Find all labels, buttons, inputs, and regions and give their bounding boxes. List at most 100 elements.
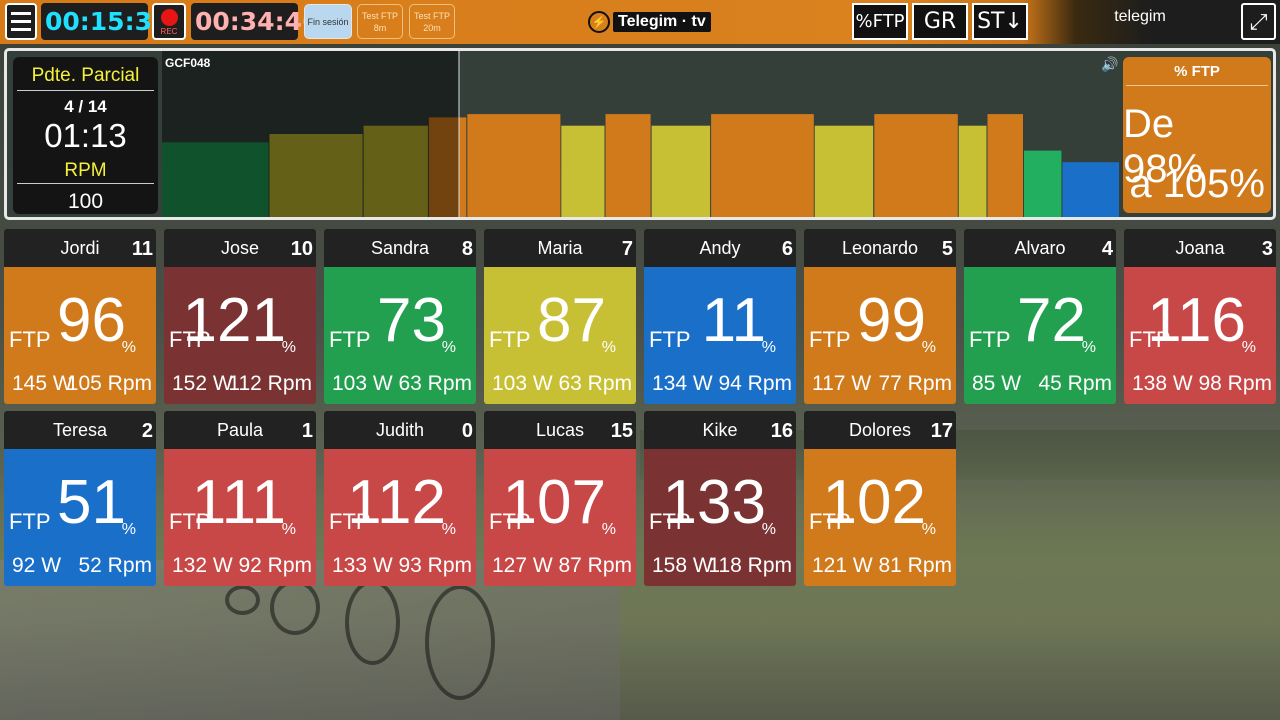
rider-body: FTP 112% 133 W 93 Rpm	[324, 449, 476, 586]
test-ftp-20m-button[interactable]: Test FTP 20m	[409, 4, 455, 39]
rider-tile[interactable]: Judith 0 FTP 112% 133 W 93 Rpm	[324, 411, 476, 586]
workout-segment-bar	[987, 114, 1023, 217]
rider-name: Joana	[1175, 238, 1225, 258]
end-session-button[interactable]: Fin sesión	[304, 4, 352, 39]
rider-rpm: 45 Rpm	[1038, 372, 1112, 395]
test-ftp-20m-line1: Test FTP	[413, 10, 450, 21]
test-ftp-8m-button[interactable]: Test FTP 8m	[357, 4, 403, 39]
rider-rpm: 98 Rpm	[1198, 372, 1272, 395]
toggle-st-button[interactable]: ST↓	[972, 3, 1028, 40]
toggle-ftp-button[interactable]: %FTP	[852, 3, 908, 40]
interval-metric-label: RPM	[64, 160, 107, 181]
workout-segment-bar	[651, 125, 711, 217]
top-bar: 00:15:33 REC 00:34:46 Fin sesión Test FT…	[0, 0, 1280, 44]
hamburger-menu-icon[interactable]	[5, 3, 37, 40]
rider-tile[interactable]: Andy 6 FTP 11% 134 W 94 Rpm	[644, 229, 796, 404]
rider-percent-symbol: %	[1241, 339, 1256, 356]
rider-header: Jose 10	[164, 229, 316, 267]
toggle-gr-button[interactable]: GR	[912, 3, 968, 40]
rider-ftp-label: FTP	[649, 509, 691, 534]
rider-header: Andy 6	[644, 229, 796, 267]
rider-percent-symbol: %	[1081, 339, 1096, 356]
rider-rpm: 52 Rpm	[78, 554, 152, 577]
rider-ftp-percent: 11	[701, 286, 766, 355]
rider-ftp-label: FTP	[329, 509, 371, 534]
workout-segment-bar	[1024, 150, 1062, 217]
rider-rpm: 93 Rpm	[398, 554, 472, 577]
divider	[1126, 85, 1268, 86]
rider-body: FTP 99% 117 W 77 Rpm	[804, 267, 956, 404]
rider-body: FTP 51% 92 W 52 Rpm	[4, 449, 156, 586]
workout-panel: Pdte. Parcial 4 / 14 01:13 RPM 100 GCF04…	[4, 48, 1276, 220]
rider-percent-symbol: %	[121, 521, 136, 538]
rider-ftp-label: FTP	[169, 327, 211, 352]
rider-tile[interactable]: Maria 7 FTP 87% 103 W 63 Rpm	[484, 229, 636, 404]
record-button[interactable]: REC	[152, 3, 186, 40]
rider-percent-symbol: %	[601, 521, 616, 538]
rider-tile[interactable]: Jordi 11 FTP 96% 145 W 105 Rpm	[4, 229, 156, 404]
rider-ftp-percent: 73	[377, 286, 446, 355]
remaining-time: 00:34:46	[191, 3, 319, 40]
rider-ftp-label: FTP	[489, 327, 531, 352]
rider-ftp-percent: 133	[662, 468, 766, 537]
workout-segment-bar	[814, 125, 874, 217]
rider-tile[interactable]: Lucas 15 FTP 107% 127 W 87 Rpm	[484, 411, 636, 586]
sound-icon[interactable]: 🔊	[1101, 56, 1119, 72]
workout-profile-chart[interactable]	[162, 51, 1120, 217]
rider-ftp-label: FTP	[649, 327, 691, 352]
test-ftp-8m-line2: 8m	[373, 22, 387, 33]
rider-tile[interactable]: Teresa 2 FTP 51% 92 W 52 Rpm	[4, 411, 156, 586]
rider-tile[interactable]: Kike 16 FTP 133% 158 W 118 Rpm	[644, 411, 796, 586]
logo-text: Telegim · tv	[613, 12, 711, 32]
workout-segment-bar	[958, 125, 987, 217]
background-bike-wheel	[225, 585, 260, 615]
rider-tile[interactable]: Leonardo 5 FTP 99% 117 W 77 Rpm	[804, 229, 956, 404]
logo-bolt-icon: ⚡	[588, 11, 610, 33]
divider	[17, 183, 154, 184]
rider-ftp-label: FTP	[809, 327, 851, 352]
rider-tile[interactable]: Dolores 17 FTP 102% 121 W 81 Rpm	[804, 411, 956, 586]
rider-percent-symbol: %	[441, 339, 456, 356]
rider-rpm: 63 Rpm	[558, 372, 632, 395]
rider-ftp-label: FTP	[9, 509, 51, 534]
workout-segment-bar	[874, 114, 958, 217]
rider-ftp-label: FTP	[969, 327, 1011, 352]
rider-number: 0	[461, 420, 473, 442]
telegim-logo: ⚡ Telegim · tv	[588, 10, 711, 34]
rider-number: 17	[930, 420, 953, 442]
rider-name: Maria	[537, 238, 583, 258]
rider-tile[interactable]: Paula 1 FTP 111% 132 W 92 Rpm	[164, 411, 316, 586]
workout-segment-bar	[363, 125, 428, 217]
rider-number: 10	[290, 238, 313, 260]
rider-body: FTP 72% 85 W 45 Rpm	[964, 267, 1116, 404]
rider-number: 7	[621, 238, 633, 260]
rider-tile[interactable]: Alvaro 4 FTP 72% 85 W 45 Rpm	[964, 229, 1116, 404]
rider-body: FTP 116% 138 W 98 Rpm	[1124, 267, 1276, 404]
rider-body: FTP 102% 121 W 81 Rpm	[804, 449, 956, 586]
fullscreen-icon[interactable]: ⤢	[1241, 3, 1276, 40]
rider-name: Judith	[375, 420, 425, 440]
rider-name: Jordi	[60, 238, 100, 258]
rider-body: FTP 133% 158 W 118 Rpm	[644, 449, 796, 586]
rider-header: Paula 1	[164, 411, 316, 449]
rider-tile[interactable]: Sandra 8 FTP 73% 103 W 63 Rpm	[324, 229, 476, 404]
workout-segment-bar	[561, 125, 605, 217]
rider-tile[interactable]: Joana 3 FTP 116% 138 W 98 Rpm	[1124, 229, 1276, 404]
rider-body: FTP 96% 145 W 105 Rpm	[4, 267, 156, 404]
elapsed-time: 00:15:33	[41, 3, 169, 40]
rider-name: Lucas	[535, 420, 585, 440]
interval-time: 01:13	[44, 117, 127, 154]
rider-number: 16	[770, 420, 793, 442]
rider-percent-symbol: %	[761, 521, 776, 538]
logo-suffix: tv	[691, 13, 706, 30]
rider-header: Teresa 2	[4, 411, 156, 449]
background-bike-wheel	[425, 585, 495, 700]
rider-watts: 117 W	[812, 372, 872, 395]
username[interactable]: telegim	[1114, 8, 1166, 25]
rider-ftp-label: FTP	[329, 327, 371, 352]
rider-percent-symbol: %	[921, 521, 936, 538]
rider-watts: 85 W	[972, 372, 1022, 395]
rider-rpm: 105 Rpm	[66, 372, 152, 395]
rider-tile[interactable]: Jose 10 FTP 121% 152 W 112 Rpm	[164, 229, 316, 404]
rider-header: Alvaro 4	[964, 229, 1116, 267]
